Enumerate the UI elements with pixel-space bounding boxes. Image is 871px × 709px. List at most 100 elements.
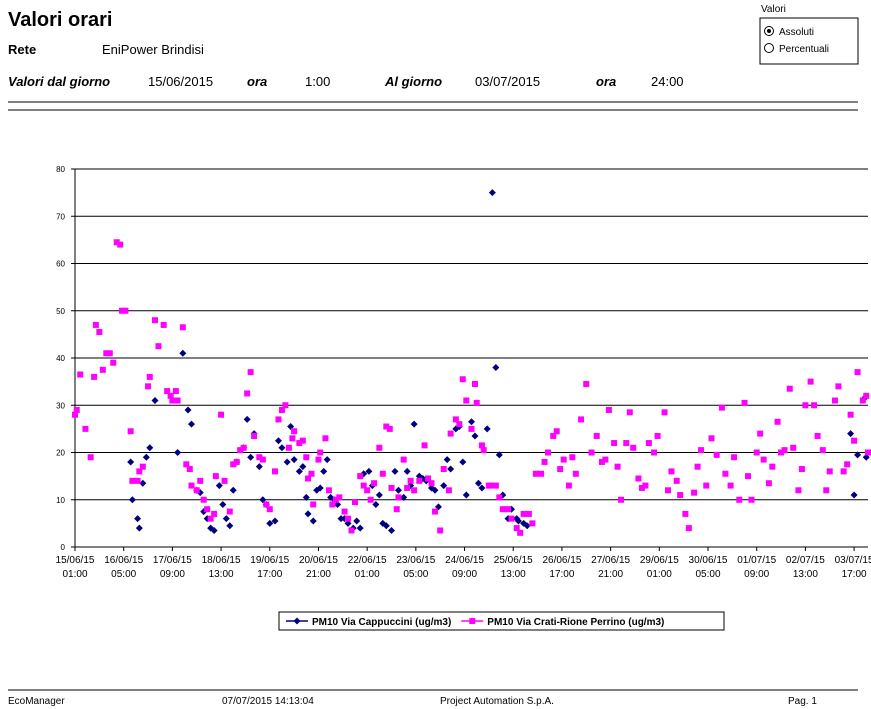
from-date: 15/06/2015 — [148, 74, 213, 89]
point — [299, 463, 307, 471]
point — [553, 428, 560, 435]
point — [795, 487, 802, 494]
point — [155, 343, 162, 350]
point — [560, 456, 567, 463]
point — [425, 475, 432, 482]
radio-label[interactable]: Percentuali — [779, 44, 829, 55]
point — [691, 489, 698, 496]
point — [411, 487, 418, 494]
point — [183, 461, 190, 468]
point — [798, 466, 805, 473]
point — [255, 463, 263, 471]
x-tick-label: 26/06/15 17:00 — [542, 555, 581, 580]
point — [731, 454, 738, 461]
point — [844, 461, 851, 468]
point — [781, 447, 788, 454]
options-label: Valori — [761, 4, 786, 15]
point — [164, 388, 171, 395]
point — [393, 506, 400, 513]
point — [219, 500, 227, 508]
point — [309, 517, 317, 525]
point — [383, 423, 390, 430]
point — [859, 397, 866, 404]
x-tick-label: 17/06/15 09:00 — [153, 555, 192, 580]
point — [638, 484, 645, 491]
point — [316, 484, 324, 492]
point — [271, 468, 278, 475]
point — [474, 479, 482, 487]
point — [200, 496, 207, 503]
point — [598, 458, 605, 465]
from-label: Valori dal giorno — [8, 74, 110, 89]
point — [626, 409, 633, 416]
point — [87, 454, 94, 461]
radio-label[interactable]: Assoluti — [779, 27, 814, 38]
y-tick-label: 60 — [56, 260, 65, 269]
point — [673, 477, 680, 484]
point — [407, 477, 414, 484]
point — [462, 491, 470, 499]
point — [179, 324, 186, 331]
point — [244, 390, 251, 397]
point — [296, 440, 303, 447]
point — [256, 454, 263, 461]
point — [218, 411, 225, 418]
point — [304, 510, 312, 518]
point — [73, 406, 80, 413]
point — [211, 510, 218, 517]
point — [92, 321, 99, 328]
point — [336, 494, 343, 501]
y-tick-label: 80 — [56, 165, 65, 174]
x-tick-label: 15/06/15 01:00 — [56, 555, 95, 580]
point — [282, 402, 289, 409]
point — [322, 435, 329, 442]
point — [611, 440, 618, 447]
footer-timestamp: 07/07/2015 14:13:04 — [222, 696, 314, 707]
x-tick-label: 16/06/15 05:00 — [104, 555, 143, 580]
x-tick-label: 30/06/15 05:00 — [689, 555, 728, 580]
point — [139, 479, 147, 487]
point — [496, 494, 503, 501]
radio-button[interactable] — [764, 43, 774, 53]
point — [840, 468, 847, 475]
point — [495, 451, 503, 459]
footer-app: EcoManager — [8, 696, 65, 707]
point — [847, 430, 855, 438]
point — [357, 473, 364, 480]
point — [694, 463, 701, 470]
point — [614, 463, 621, 470]
point — [302, 493, 310, 501]
point — [529, 520, 536, 527]
point — [677, 492, 684, 499]
point — [403, 467, 411, 475]
point — [128, 496, 136, 504]
legend: PM10 Via Cappuccini (ug/m3) PM10 Via Crat… — [286, 617, 664, 628]
x-tick-label: 02/07/15 13:00 — [786, 555, 825, 580]
point — [151, 397, 159, 405]
point — [325, 487, 332, 494]
point — [459, 458, 467, 466]
point — [290, 456, 298, 464]
point — [364, 487, 371, 494]
point — [786, 385, 793, 392]
point — [271, 517, 279, 525]
point — [790, 444, 797, 451]
point — [299, 437, 306, 444]
point — [210, 526, 218, 534]
point — [550, 432, 557, 439]
point — [332, 496, 339, 503]
point — [230, 461, 237, 468]
point — [243, 415, 251, 423]
point — [478, 442, 485, 449]
point — [483, 425, 491, 433]
point — [541, 458, 548, 465]
point — [525, 510, 532, 517]
point — [651, 449, 658, 456]
x-tick-label: 20/06/15 21:00 — [299, 555, 338, 580]
point — [514, 517, 522, 525]
point — [863, 392, 870, 399]
point — [386, 425, 393, 432]
point — [263, 501, 270, 508]
time-label: ora — [596, 74, 616, 89]
